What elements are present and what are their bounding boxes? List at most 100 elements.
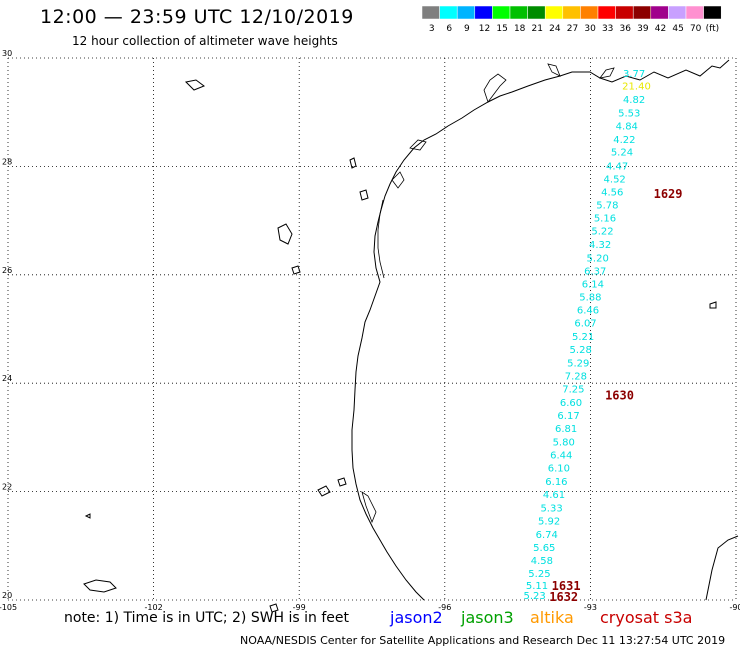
pass-time-label: 1629 (654, 187, 683, 201)
footer-note: note: 1) Time is in UTC; 2) SWH is in fe… (64, 610, 350, 626)
wave-height-value: 5.25 (528, 569, 550, 580)
wave-height-value: 4.47 (606, 162, 628, 173)
scale-label: 15 (496, 24, 507, 34)
wave-height-value: 4.58 (531, 556, 553, 567)
wave-height-value: 4.22 (613, 135, 635, 146)
estuary-2 (599, 67, 615, 79)
scale-label: 18 (514, 24, 526, 34)
lake-2 (277, 223, 293, 245)
y-tick-label: 24 (2, 374, 12, 383)
mission-cryosat-s3a: cryosat s3a (600, 608, 693, 627)
x-tick-label: -105 (0, 603, 17, 612)
yucatan-edge (705, 535, 739, 601)
y-tick-label: 20 (2, 591, 12, 600)
x-tick-label: -90 (729, 603, 740, 612)
scale-label: 36 (620, 24, 632, 34)
wave-height-value: 6.74 (536, 530, 558, 541)
island-gulf-1 (83, 579, 117, 593)
wave-height-value: 5.11 (526, 581, 548, 592)
mission-jason3: jason3 (461, 608, 514, 627)
wave-height-value: 5.28 (570, 345, 592, 356)
inner-lagoon (377, 199, 385, 279)
wave-height-value: 3.77 (623, 69, 645, 80)
wave-height-value: 4.56 (601, 188, 623, 199)
x-tick-label: -102 (145, 603, 163, 612)
scale-label: 9 (464, 24, 470, 34)
coastline (83, 59, 739, 613)
scale-swatch (703, 6, 722, 20)
wave-height-value: 4.61 (543, 490, 565, 501)
bay-1 (391, 171, 405, 189)
wave-height-value: 21.40 (622, 81, 651, 92)
wave-height-value: 5.24 (611, 148, 633, 159)
delta (483, 73, 507, 103)
mission-altika: altika (530, 608, 574, 627)
wave-height-value: 6.16 (545, 477, 567, 488)
wave-height-value: 5.65 (533, 543, 555, 554)
y-tick-label: 26 (2, 266, 12, 275)
lake-3 (291, 265, 301, 275)
scale-label: 24 (549, 24, 561, 34)
island-gulf-3 (317, 485, 331, 497)
scale-label: 3 (429, 24, 435, 34)
axis-labels: -105 -102 -99 -96 -93 -90 20 22 24 26 28 30 (0, 49, 740, 612)
wave-height-value: 5.21 (572, 332, 594, 343)
mission-jason2: jason2 (390, 608, 443, 627)
chart-title: 12:00 — 23:59 UTC 12/10/2019 (40, 6, 354, 28)
wave-height-value: 5.29 (567, 358, 589, 369)
chart-subtitle: 12 hour collection of altimeter wave hei… (72, 34, 338, 48)
scale-unit: (ft) (706, 24, 720, 34)
y-tick-label: 30 (2, 49, 12, 58)
wave-height-value: 6.14 (582, 279, 604, 290)
scale-label: 30 (584, 24, 596, 34)
wave-height-value: 5.33 (540, 504, 562, 515)
scale-label: 70 (690, 24, 702, 34)
wave-height-value: 6.10 (548, 464, 570, 475)
pass-time-label: 1630 (605, 388, 634, 402)
wave-height-value: 6.17 (557, 411, 579, 422)
bay-2 (409, 139, 427, 151)
scale-label: 12 (479, 24, 490, 34)
scale-label: 33 (602, 24, 613, 34)
wave-height-value: 5.78 (596, 201, 618, 212)
y-tick-label: 22 (2, 483, 12, 492)
island-gulf-5 (269, 603, 279, 613)
pass-time-label: 1632 (549, 590, 578, 604)
scale-label: 39 (637, 24, 649, 34)
scale-label: 42 (655, 24, 666, 34)
wave-height-value: 6.81 (555, 424, 577, 435)
y-tick-label: 28 (2, 157, 12, 166)
wave-height-value: 6.37 (584, 266, 606, 277)
credit-line: NOAA/NESDIS Center for Satellite Applica… (240, 634, 726, 647)
wave-height-value: 5.23 (523, 591, 545, 602)
wave-height-value: 6.60 (560, 398, 582, 409)
island-gulf-6 (709, 301, 717, 309)
grid-lines (7, 57, 737, 601)
wave-height-value: 5.16 (594, 214, 616, 225)
scale-label: 6 (446, 24, 452, 34)
wave-height-value: 5.80 (553, 438, 575, 449)
x-tick-label: -99 (293, 603, 306, 612)
x-tick-label: -96 (438, 603, 451, 612)
wave-height-value: 6.44 (550, 451, 572, 462)
wave-height-value: 5.20 (587, 253, 609, 264)
wave-height-value: 5.88 (579, 292, 601, 303)
wave-height-value: 7.28 (565, 371, 587, 382)
lake-4 (359, 189, 369, 201)
wave-height-value: 7.25 (562, 384, 584, 395)
lake-1 (184, 79, 206, 91)
wave-height-value: 6.46 (577, 305, 599, 316)
estuary-1 (547, 63, 561, 77)
wave-height-value: 5.53 (618, 109, 640, 120)
wave-height-value: 6.07 (574, 318, 596, 329)
mainland-coastline (351, 59, 730, 601)
wave-height-value: 4.32 (589, 240, 611, 251)
wave-height-value: 5.22 (591, 227, 613, 238)
wave-height-value: 4.52 (604, 175, 626, 186)
scale-label: 21 (532, 24, 543, 34)
x-tick-label: -93 (584, 603, 597, 612)
scale-label: 27 (567, 24, 578, 34)
